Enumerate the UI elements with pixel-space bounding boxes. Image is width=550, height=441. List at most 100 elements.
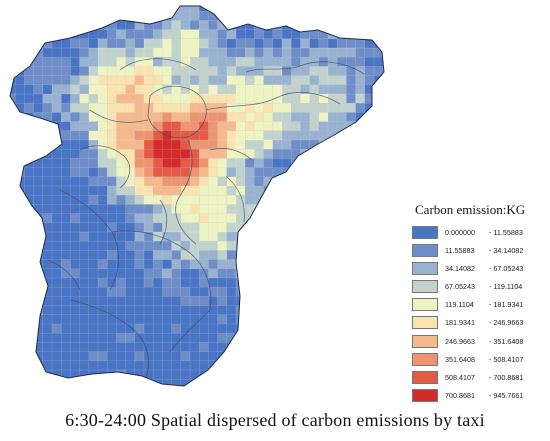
grid-cell xyxy=(98,48,108,58)
grid-cell xyxy=(162,388,171,390)
grid-cell xyxy=(125,333,135,343)
grid-cell xyxy=(337,112,347,122)
grid-cell xyxy=(254,57,264,67)
legend-range-high: 700.8681 xyxy=(493,373,524,382)
grid-cell xyxy=(162,186,172,196)
grid-cell xyxy=(125,140,135,150)
grid-cell xyxy=(162,20,172,30)
grid-cell xyxy=(337,167,347,177)
grid-cell xyxy=(199,250,209,260)
grid-cell xyxy=(162,112,172,122)
grid-cell xyxy=(153,11,163,21)
grid-cell xyxy=(355,130,365,140)
grid-cell xyxy=(98,75,108,85)
grid-cell xyxy=(190,167,200,177)
grid-cell xyxy=(199,278,209,288)
grid-cell xyxy=(180,250,190,260)
grid-cell xyxy=(171,268,181,278)
grid-cell xyxy=(263,222,273,232)
grid-cell xyxy=(162,232,172,242)
grid-cell xyxy=(33,84,43,94)
grid-cell xyxy=(144,29,154,39)
grid-cell xyxy=(190,57,200,67)
grid-cell xyxy=(236,57,246,67)
grid-cell xyxy=(98,103,108,113)
grid-cell xyxy=(180,149,190,159)
grid-cell xyxy=(309,66,319,76)
legend-range: 508.4107 - 700.8681 xyxy=(445,373,524,382)
grid-cell xyxy=(98,84,108,94)
legend-range: 700.8681 - 945.7661 xyxy=(445,391,524,401)
grid-cell xyxy=(144,222,154,232)
grid-cell xyxy=(236,287,246,297)
grid-cell xyxy=(208,140,218,150)
grid-cell xyxy=(171,121,181,131)
grid-cell xyxy=(61,57,71,67)
grid-cell xyxy=(171,149,181,159)
grid-cell xyxy=(70,130,80,140)
grid-cell xyxy=(190,11,200,21)
grid-cell xyxy=(42,29,52,39)
grid-cell xyxy=(116,29,126,39)
grid-cell xyxy=(337,66,347,76)
grid-cell xyxy=(116,140,126,150)
grid-cell xyxy=(254,287,264,297)
grid-cell xyxy=(355,103,365,113)
grid-cell xyxy=(208,112,218,122)
grid-cell xyxy=(125,213,135,223)
grid-cell xyxy=(346,29,356,39)
grid-cell xyxy=(88,112,98,122)
grid-cell xyxy=(217,38,227,48)
grid-cell xyxy=(263,121,273,131)
grid-cell xyxy=(10,195,16,205)
grid-cell xyxy=(162,278,172,288)
grid-cell xyxy=(318,48,328,58)
grid-cell xyxy=(199,75,209,85)
grid-cell xyxy=(282,213,292,223)
grid-cell xyxy=(15,278,25,288)
grid-cell xyxy=(162,195,172,205)
grid-cell xyxy=(134,158,144,168)
grid-cell xyxy=(226,232,236,242)
grid-cell xyxy=(282,112,292,122)
grid-cell xyxy=(291,103,301,113)
grid-cell xyxy=(42,103,52,113)
grid-cell xyxy=(218,388,227,390)
grid-cell xyxy=(217,20,227,30)
grid-cell xyxy=(226,204,236,214)
grid-cell xyxy=(190,176,200,186)
grid-cell xyxy=(236,195,246,205)
grid-cell xyxy=(153,222,163,232)
grid-cell xyxy=(245,130,255,140)
grid-cell xyxy=(98,57,108,67)
grid-cell xyxy=(226,167,236,177)
grid-cell xyxy=(171,140,181,150)
legend-range-high: 945.7661 xyxy=(493,391,524,401)
grid-cell xyxy=(180,296,190,306)
grid-cell xyxy=(190,48,200,58)
grid-cell xyxy=(272,241,282,251)
legend-range: 0.000000 - 11.55883 xyxy=(445,227,523,237)
grid-cell xyxy=(254,121,264,131)
grid-cell xyxy=(180,351,190,361)
grid-cell xyxy=(346,112,356,122)
grid-cell xyxy=(171,94,181,104)
grid-cell xyxy=(107,75,117,85)
grid-cell xyxy=(236,186,246,196)
grid-cell xyxy=(364,112,374,122)
grid-cell xyxy=(254,314,264,324)
grid-cell xyxy=(208,176,218,186)
grid-cell xyxy=(254,130,264,140)
grid-cell xyxy=(208,20,218,30)
grid-cell xyxy=(52,84,62,94)
grid-cell xyxy=(217,94,227,104)
grid-cell xyxy=(282,11,292,21)
grid-cell xyxy=(190,204,200,214)
grid-cell xyxy=(318,29,328,39)
grid-cell xyxy=(162,222,172,232)
grid-cell xyxy=(272,149,282,159)
grid-cell xyxy=(180,112,190,122)
grid-cell xyxy=(134,29,144,39)
legend-range: 181.9341 - 246.9663 xyxy=(445,318,524,328)
grid-cell xyxy=(180,20,190,30)
